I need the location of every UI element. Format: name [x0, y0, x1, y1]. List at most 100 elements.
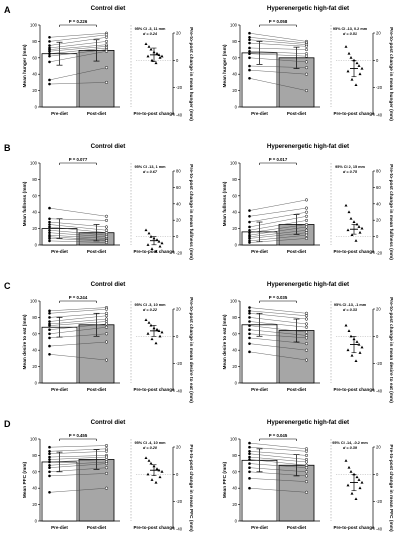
x-category-label: Pre-to-post change: [133, 111, 175, 116]
y2-tick-label: -40: [176, 113, 183, 118]
participant-line: [249, 478, 307, 482]
participant-line: [249, 459, 307, 466]
ci-text: 95% CI -3, 10 mm: [134, 303, 166, 307]
x-category-label: Pre-diet: [51, 111, 68, 116]
post-diet-point: [304, 206, 309, 210]
participant-line: [49, 309, 107, 314]
y-tick-label: 0: [35, 519, 38, 524]
change-point: [354, 359, 358, 363]
post-diet-point: [304, 233, 309, 237]
pre-diet-point: [48, 312, 51, 315]
change-point: [346, 69, 350, 73]
y2-axis-label: Pre-to-post change in mean PFC (mm): [188, 444, 194, 532]
post-diet-point: [104, 471, 109, 475]
y-tick-label: 0: [35, 381, 38, 386]
y-tick-label: 60: [232, 193, 237, 198]
pre-diet-point: [248, 68, 251, 72]
change-point: [154, 61, 158, 65]
pre-diet-point: [48, 324, 51, 327]
pre-diet-point: [248, 38, 251, 42]
participant-line: [49, 463, 107, 468]
change-point: [350, 233, 354, 237]
y2-tick-label: 20: [176, 218, 181, 223]
y-tick-label: 0: [235, 105, 238, 110]
participant-line: [249, 447, 307, 452]
y2-tick-label: 40: [176, 201, 181, 206]
pre-diet-point: [248, 350, 251, 354]
participant-line: [249, 238, 307, 243]
post-diet-point: [304, 453, 309, 457]
y2-tick-label: 80: [376, 169, 381, 174]
y2-tick-label: -40: [376, 389, 383, 394]
participant-line: [49, 461, 107, 466]
chart-panel-1: A Control diet 0 20 40 60 80 100 Mean hunger (mm…: [4, 5, 194, 121]
change-point: [150, 58, 154, 62]
pre-diet-point: [48, 463, 51, 467]
pre-diet-point: [48, 231, 51, 234]
y-tick-label: 60: [32, 469, 37, 474]
change-point: [344, 459, 348, 462]
post-diet-point: [304, 54, 309, 58]
x-category-label: Pre-diet: [51, 387, 68, 392]
participant-line: [249, 234, 307, 242]
post-diet-point: [304, 330, 309, 334]
change-point: [352, 220, 356, 223]
x-category-label: Pre-to-post change: [333, 111, 375, 116]
y-tick-label: 40: [32, 348, 37, 353]
pre-diet-point: [248, 450, 251, 453]
change-point: [350, 353, 354, 357]
pre-diet-point: [248, 31, 251, 35]
chart-panel-6: Hyperenergetic high-fat diet 0 20 40 60 80 100…: [222, 281, 394, 403]
post-diet-point: [104, 80, 109, 84]
x-category-label: Post-diet: [87, 387, 107, 392]
chart-title: Hyperenergetic high-fat diet: [267, 281, 349, 288]
pre-diet-point: [48, 450, 51, 453]
participant-line: [249, 325, 307, 333]
pre-diet-point: [248, 316, 251, 319]
participant-line: [49, 467, 107, 472]
pre-diet-point: [248, 41, 251, 45]
post-diet-point: [304, 358, 309, 362]
change-point: [147, 45, 151, 48]
participant-line: [249, 37, 307, 44]
effect-size-text: d = 0.20: [143, 446, 158, 450]
post-diet-point: [304, 236, 309, 240]
chart-title: Control diet: [91, 419, 126, 426]
pre-diet-point: [248, 324, 251, 327]
y2-tick-label: -20: [176, 499, 183, 504]
effect-size-text: d = 0.51: [343, 32, 357, 36]
change-point: [354, 497, 358, 501]
post-diet-point: [104, 314, 109, 318]
change-point: [358, 351, 362, 354]
pre-diet-point: [248, 237, 251, 240]
y2-tick-label: -20: [176, 361, 183, 366]
participant-line: [249, 53, 307, 57]
y-tick-label: 100: [230, 161, 238, 166]
post-diet-point: [304, 470, 309, 474]
y2-tick-label: 20: [176, 445, 181, 450]
participant-line: [249, 488, 307, 493]
pre-diet-point: [48, 320, 51, 323]
participant-line: [249, 333, 307, 339]
pre-diet-point: [48, 228, 51, 232]
change-point: [344, 45, 348, 48]
post-diet-point: [104, 466, 109, 470]
pre-diet-point: [48, 225, 51, 229]
y2-tick-label: 0: [176, 234, 179, 239]
y-tick-label: 80: [232, 39, 237, 44]
participant-line: [49, 224, 107, 231]
y-axis-label: Mean hunger (mm): [222, 44, 228, 87]
post-diet-point: [304, 225, 309, 229]
pre-diet-point: [48, 332, 51, 336]
y-tick-label: 20: [232, 88, 237, 93]
post-diet-point: [104, 322, 109, 326]
change-point: [355, 61, 359, 65]
participant-line: [49, 448, 107, 452]
y2-axis-label: Pre-to-post change in mean fullness (mm): [188, 164, 194, 260]
pre-diet-point: [248, 486, 251, 490]
x-category-label: Pre-diet: [251, 387, 268, 392]
y-tick-label: 60: [32, 193, 37, 198]
y-tick-label: 60: [232, 469, 237, 474]
participant-line: [249, 307, 307, 314]
y-tick-label: 40: [32, 210, 37, 215]
